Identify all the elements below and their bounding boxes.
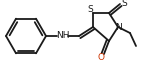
Text: S: S: [121, 0, 127, 8]
Text: NH: NH: [56, 32, 70, 40]
Text: S: S: [87, 5, 93, 14]
Text: O: O: [98, 52, 105, 61]
Text: N: N: [116, 23, 122, 32]
